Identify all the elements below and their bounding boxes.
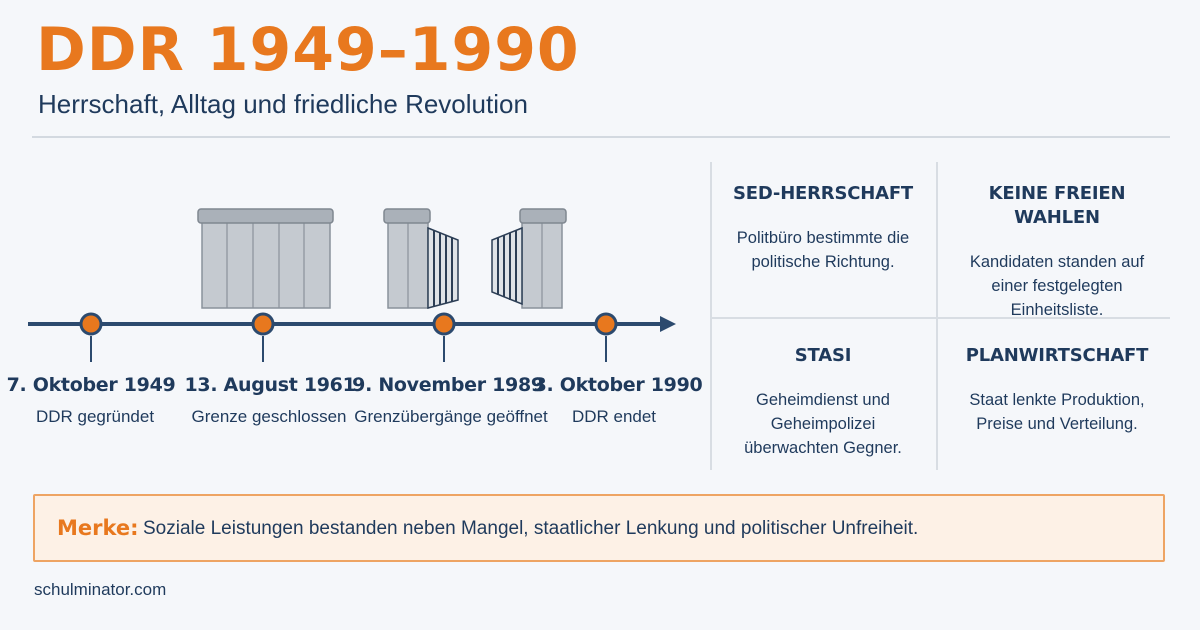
- event-desc-1949: DDR gegründet: [35, 407, 155, 426]
- event-marker-1989: [432, 312, 456, 362]
- page-subtitle: Herrschaft, Alltag und friedliche Revolu…: [38, 89, 528, 119]
- fact-card-wahlen: KEINE FREIEN WAHLEN Kandidaten standen a…: [944, 182, 1170, 322]
- note-box: Merke: Soziale Leistungen bestanden nebe…: [33, 494, 1165, 562]
- page-title: DDR 1949–1990: [36, 15, 580, 85]
- header-divider: [32, 136, 1170, 138]
- event-date-1990: 3. Oktober 1990: [533, 374, 703, 396]
- event-desc-1990: DDR endet: [571, 407, 657, 426]
- event-date-1949: 7. Oktober 1949: [6, 374, 176, 396]
- event-desc-1989: Grenzübergänge geöffnet: [354, 407, 548, 426]
- grid-divider-left: [710, 162, 712, 470]
- event-date-1989: 9. November 1989: [352, 374, 544, 396]
- fact-title: STASI: [794, 345, 852, 366]
- wall-illustration-open: [383, 208, 567, 309]
- fact-title: KEINE FREIEN WAHLEN: [988, 183, 1126, 228]
- fact-title: PLANWIRTSCHAFT: [965, 345, 1149, 366]
- event-desc-1961: Grenze geschlossen: [191, 407, 347, 426]
- fact-card-planwirtschaft: PLANWIRTSCHAFT Staat lenkte Produktion, …: [944, 344, 1170, 436]
- note-text: Soziale Leistungen bestanden neben Mange…: [143, 518, 919, 539]
- fact-text: Staat lenkte Produktion, Preise und Vert…: [969, 391, 1145, 433]
- fact-card-sed: SED-HERRSCHAFT Politbüro bestimmte die p…: [710, 182, 936, 274]
- grid-divider-vertical: [936, 162, 938, 470]
- note-label: Merke:: [57, 516, 139, 540]
- fact-title: SED-HERRSCHAFT: [732, 183, 914, 204]
- facts-grid: SED-HERRSCHAFT Politbüro bestimmte die p…: [710, 162, 1170, 470]
- wall-illustration-closed: [197, 208, 334, 309]
- timeline-diagram: [28, 208, 676, 362]
- timeline-arrow-icon: [660, 316, 676, 332]
- fact-text: Politbüro bestimmte die politische Richt…: [736, 229, 910, 271]
- fact-text: Geheimdienst und Geheimpolizei überwacht…: [744, 391, 902, 457]
- event-marker-1949: [79, 312, 103, 362]
- event-marker-1961: [251, 312, 275, 362]
- grid-divider-horizontal: [710, 317, 1170, 319]
- event-marker-1990: [594, 312, 618, 362]
- fact-text: Kandidaten standen auf einer festgelegte…: [969, 253, 1145, 319]
- event-date-1961: 13. August 1961: [184, 374, 356, 396]
- footer-source: schulminator.com: [34, 580, 167, 599]
- fact-card-stasi: STASI Geheimdienst und Geheimpolizei übe…: [710, 344, 936, 460]
